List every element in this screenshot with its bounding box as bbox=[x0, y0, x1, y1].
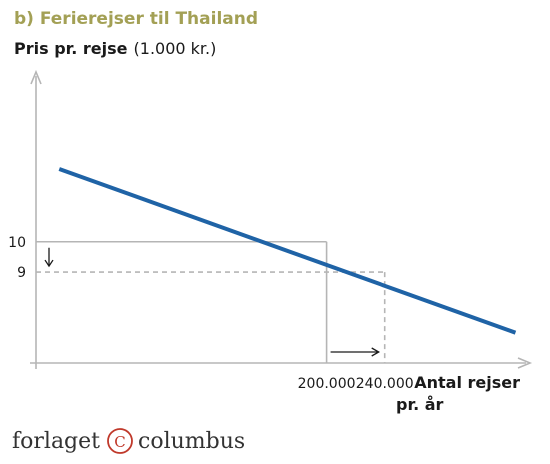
y-tick-labels: 10 9 bbox=[8, 235, 26, 281]
publisher-logo: forlaget C columbus bbox=[12, 428, 245, 454]
x-axis-label-line2: pr. år bbox=[396, 395, 444, 414]
copyright-circle bbox=[107, 428, 133, 454]
brand-left: forlaget bbox=[12, 429, 100, 454]
y-tick-label-0: 10 bbox=[8, 235, 26, 251]
axes bbox=[30, 69, 533, 369]
demand-line-0 bbox=[58, 167, 517, 335]
y-tick-label-1: 9 bbox=[17, 265, 26, 281]
x-tick-labels: 200.000 240.000 bbox=[298, 376, 414, 392]
chart-title: b) Ferierejser til Thailand bbox=[14, 9, 258, 29]
y-axis-arrowhead bbox=[30, 69, 42, 85]
annotation-arrows bbox=[44, 247, 381, 357]
guide-lines bbox=[36, 240, 386, 363]
y-axis-label-text: Pris pr. rejse bbox=[14, 39, 128, 58]
x-tick-label-0: 200.000 bbox=[298, 376, 356, 392]
quantity-rise-arrowhead bbox=[371, 347, 381, 357]
price-drop-arrowhead bbox=[44, 259, 54, 268]
y-axis-unit: (1.000 kr.) bbox=[134, 39, 217, 58]
x-tick-label-1: 240.000 bbox=[356, 376, 414, 392]
x-axis-label-line1: Antal rejser bbox=[414, 373, 520, 392]
brand-right: columbus bbox=[138, 429, 245, 454]
series-layer bbox=[58, 167, 517, 335]
y-axis-label: Pris pr. rejse (1.000 kr.) bbox=[14, 39, 216, 58]
brand-symbol: C bbox=[114, 433, 125, 451]
x-axis-arrowhead bbox=[517, 357, 533, 369]
